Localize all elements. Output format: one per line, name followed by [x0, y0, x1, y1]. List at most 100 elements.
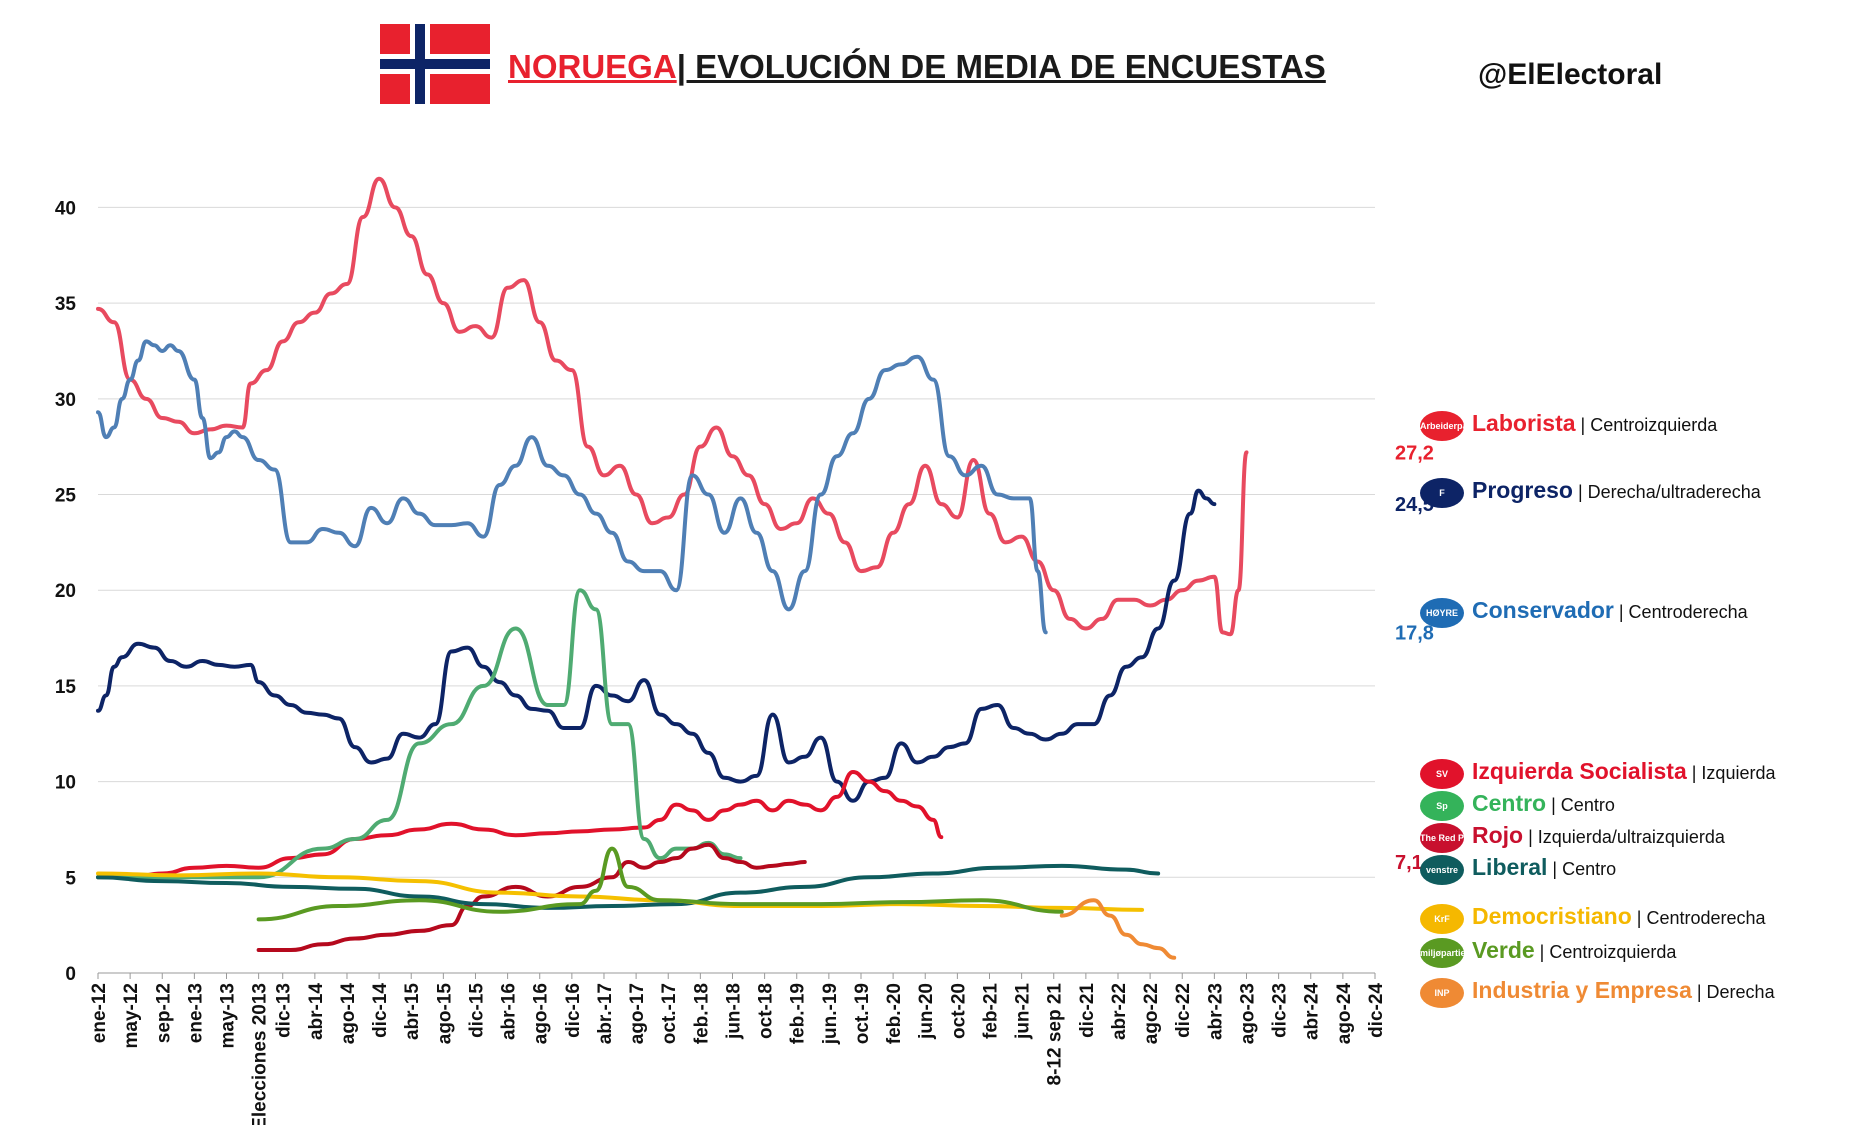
- x-tick-label: oct-18: [756, 983, 777, 1039]
- x-tick-label: abr-22: [1109, 983, 1130, 1040]
- legend-descriptor: | Derecha: [1691, 982, 1775, 1002]
- legend-item-progreso: F Progreso | Derecha/ultraderecha: [1420, 477, 1761, 509]
- end-value-label: 7,1: [1395, 852, 1423, 874]
- x-tick-label: ago-23: [1237, 983, 1258, 1044]
- legend-name: Industria y Empresa: [1472, 977, 1692, 1003]
- legend-name: Izquierda Socialista: [1472, 758, 1687, 784]
- x-tick-label: feb-21: [980, 983, 1001, 1039]
- leaf-icon: miljøpartiet de grønne: [1420, 938, 1464, 969]
- x-tick-label: dic-16: [563, 983, 584, 1038]
- legend-descriptor: | Centroderecha: [1613, 602, 1748, 622]
- x-tick-label: may-13: [218, 983, 239, 1049]
- x-tick-label: sep-12: [153, 983, 174, 1043]
- legend-name: Liberal: [1472, 854, 1548, 880]
- legend-name: Rojo: [1472, 822, 1524, 848]
- x-tick-label: dic-14: [370, 983, 391, 1038]
- rose-icon: Arbeiderpartiet: [1420, 411, 1464, 442]
- x-tick-label: oct.-19: [852, 983, 873, 1044]
- series-line-industria-y-empresa: [1059, 898, 1177, 960]
- x-axis: ene-12 may-12 sep-12 ene-13 may-13 Elecciones…: [89, 972, 1387, 1125]
- apple-icon: F: [1420, 478, 1464, 509]
- legend-descriptor: | Centroderecha: [1631, 908, 1766, 928]
- legend-item-democristiano: KrF Democristiano | Centroderecha: [1420, 903, 1766, 935]
- y-tick-label: 0: [65, 964, 76, 985]
- x-tick-label: abr-24: [1302, 983, 1323, 1040]
- x-tick-label: jun-21: [1013, 983, 1034, 1040]
- series-line-laborista: [96, 176, 1249, 637]
- x-tick-label: dic-22: [1173, 983, 1194, 1038]
- x-tick-label: dic-21: [1077, 983, 1098, 1038]
- x-tick-label: ago-14: [338, 983, 359, 1045]
- legend-descriptor: | Derecha/ultraderecha: [1572, 482, 1761, 502]
- series-line-conservador: [96, 339, 1048, 635]
- y-tick-label: 25: [55, 486, 77, 507]
- v-icon: venstre: [1420, 855, 1464, 886]
- series-line-verde: [256, 846, 1064, 922]
- star-icon: The Red Party: [1420, 823, 1464, 854]
- legend-descriptor: | Izquierda: [1686, 763, 1776, 783]
- series-line-liberal: [96, 863, 1161, 910]
- legend-name: Progreso: [1472, 477, 1573, 503]
- author-handle: @ElElectoral: [1478, 58, 1663, 91]
- y-tick-label: 30: [55, 390, 76, 411]
- x-tick-label: abr-16: [499, 983, 520, 1040]
- x-tick-label: ago-17: [627, 983, 648, 1044]
- x-tick-label: abr-23: [1205, 983, 1226, 1040]
- legend-item-liberal: venstre Liberal | Centro: [1420, 854, 1617, 886]
- y-tick-label: 15: [55, 677, 77, 698]
- series-line-izquierda-socialista: [96, 770, 944, 880]
- legend-item-centro: Sp Centro | Centro: [1420, 790, 1615, 822]
- x-tick-label: ago-22: [1141, 983, 1162, 1044]
- legend-descriptor: | Centroizquierda: [1575, 415, 1718, 435]
- series-line-democristiano: [96, 871, 1145, 912]
- x-tick-label: Elecciones 2013: [250, 983, 271, 1125]
- legend-descriptor: | Centroizquierda: [1534, 942, 1677, 962]
- x-tick-label: 8-12 sep 21: [1045, 983, 1066, 1086]
- x-tick-label: abr.-17: [595, 983, 616, 1044]
- y-tick-label: 40: [55, 198, 76, 219]
- legend-descriptor: | Centro: [1546, 795, 1615, 815]
- x-tick-label: oct-20: [948, 983, 969, 1039]
- end-value-label: 17,8: [1395, 622, 1434, 644]
- x-tick-label: may-12: [121, 983, 142, 1049]
- legend-name: Verde: [1472, 937, 1535, 963]
- x-tick-label: ene-13: [185, 983, 206, 1043]
- norway-flag-icon: [380, 24, 490, 104]
- legend-name: Centro: [1472, 790, 1547, 816]
- chart-title: NORUEGA| EVOLUCIÓN DE MEDIA DE ENCUESTAS: [508, 48, 1326, 86]
- legend-descriptor: | Centro: [1547, 859, 1617, 879]
- end-value-label: 27,2: [1395, 442, 1434, 464]
- series-line-rojo: [256, 842, 807, 953]
- y-tick-label: 10: [55, 773, 76, 794]
- legend-item-industria-y-empresa: INP Industria y Empresa | Derecha: [1420, 977, 1775, 1009]
- x-tick-label: abr-14: [306, 983, 327, 1040]
- title-country: NORUEGA: [508, 48, 677, 85]
- legend-item-verde: miljøpartiet de grønne Verde | Centroizqu…: [1420, 937, 1677, 969]
- legend-item-rojo: The Red Party Rojo | Izquierda/ultraizqui…: [1420, 822, 1725, 854]
- x-tick-label: feb.-20: [884, 983, 905, 1044]
- wave-icon: HØYRE: [1420, 598, 1464, 629]
- series-line-centro: [96, 588, 743, 880]
- x-tick-label: jun-18: [723, 983, 744, 1040]
- krf-icon: KrF: [1420, 904, 1464, 935]
- title-rest: | EVOLUCIÓN DE MEDIA DE ENCUESTAS: [676, 48, 1326, 85]
- y-tick-label: 20: [55, 581, 76, 602]
- x-tick-label: feb.-18: [691, 983, 712, 1044]
- y-axis: 0 5 10 15 20 25 30 35 40: [55, 198, 77, 985]
- legend-name: Democristiano: [1472, 903, 1632, 929]
- x-tick-label: ago-16: [531, 983, 552, 1044]
- legend-descriptor: | Izquierda/ultraizquierda: [1523, 827, 1725, 847]
- x-tick-label: feb.-19: [788, 983, 809, 1044]
- x-tick-label: ene-12: [89, 983, 110, 1043]
- y-tick-label: 35: [55, 294, 77, 315]
- x-tick-label: dic-13: [274, 983, 295, 1038]
- sv-icon: SV: [1420, 759, 1464, 790]
- series-lines: [96, 176, 1249, 960]
- x-tick-label: dic-23: [1270, 983, 1291, 1038]
- legend-item-izquierda-socialista: SV Izquierda Socialista | Izquierda: [1420, 758, 1776, 790]
- x-tick-label: dic-15: [466, 983, 487, 1038]
- legend-name: Laborista: [1472, 410, 1576, 436]
- x-tick-label: oct.-17: [659, 983, 680, 1044]
- series-line-progreso: [96, 488, 1217, 803]
